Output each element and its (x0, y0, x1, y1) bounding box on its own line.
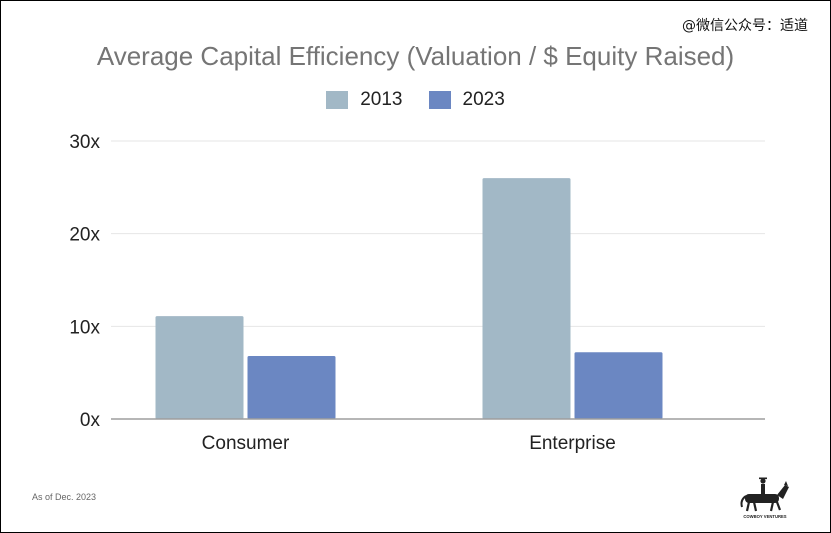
bar-enterprise-2013 (482, 178, 571, 419)
y-tick-label: 20x (69, 225, 100, 246)
x-tick-label: Enterprise (529, 433, 616, 454)
chart-title: Average Capital Efficiency (Valuation / … (96, 41, 735, 71)
watermark: @微信公众号：适道 (682, 18, 808, 34)
bar-chart: 0x 10x 20x 30x Consumer Enterprise (69, 132, 765, 454)
legend-label-2013: 2013 (360, 89, 403, 110)
bar-enterprise-2023 (574, 352, 663, 419)
logo-text: COWBOY VENTURES (743, 514, 786, 519)
legend-label-2023: 2023 (462, 89, 505, 110)
legend-swatch-2023 (428, 91, 451, 109)
horse-rider-icon (740, 477, 789, 512)
bar-consumer-2013 (155, 316, 244, 419)
footnote: As of Dec. 2023 (32, 492, 97, 502)
legend-item-2013: 2013 (326, 89, 403, 111)
cowboy-ventures-logo: COWBOY VENTURES (740, 477, 789, 519)
y-tick-label: 0x (80, 410, 101, 431)
bar-consumer-2023 (247, 355, 336, 419)
y-tick-label: 30x (69, 132, 100, 153)
legend-swatch-2013 (326, 91, 349, 109)
chart-legend: 2013 2023 (1, 89, 830, 111)
y-tick-label: 10x (69, 317, 100, 338)
legend-item-2023: 2023 (428, 89, 505, 111)
x-tick-label: Consumer (202, 433, 290, 454)
